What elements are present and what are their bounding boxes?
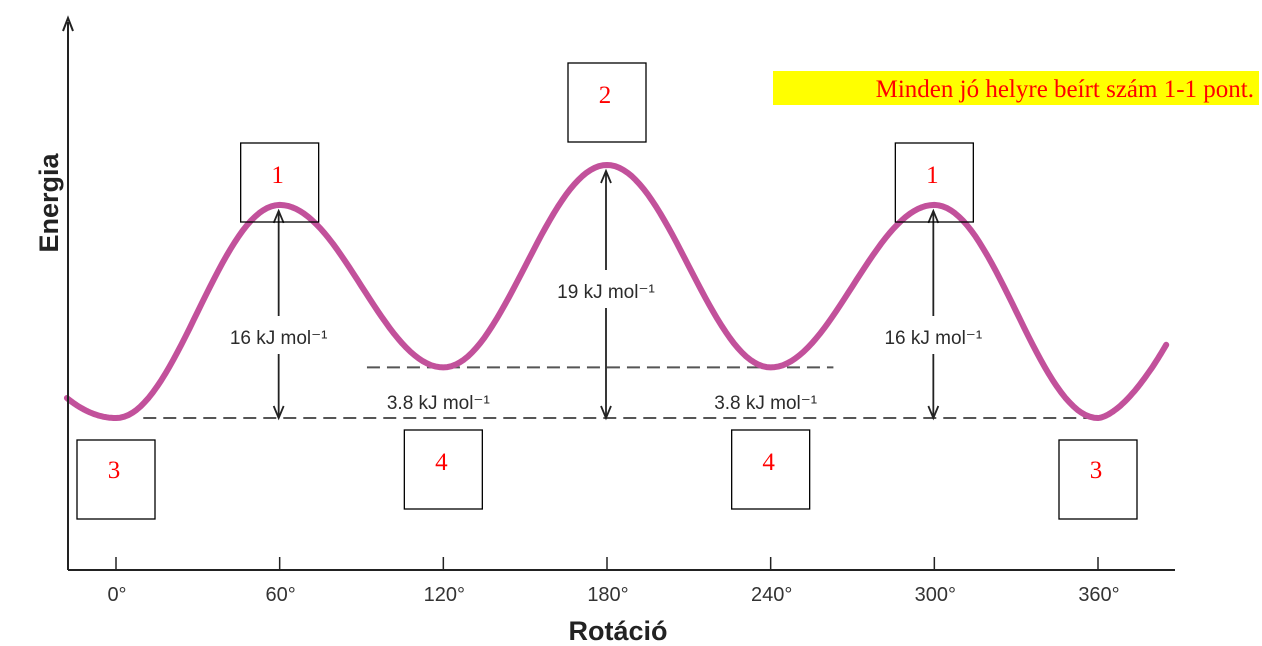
arrow-head-up [927,208,940,224]
answer-box-number: 2 [599,82,612,109]
energy-curve [63,162,1170,421]
x-tick-label: 60° [266,584,296,606]
energy-barrier-label: 19 kJ mol⁻¹ [557,282,655,303]
x-tick-label: 180° [587,584,628,606]
scoring-note: Minden jó helyre beírt szám 1-1 pont. [876,76,1254,103]
arrow-head-up [272,208,285,224]
arrow-head-up [600,168,612,184]
arrow-head-down [927,405,940,421]
note-highlight [773,71,1259,105]
answer-box [76,439,156,520]
x-ticks: 0° 60° 120° 180° 240° 300° 360° [107,557,1120,606]
answer-box [403,429,483,510]
energy-curve-group [63,162,1170,421]
energy-barrier-label: 16 kJ mol⁻¹ [230,328,328,349]
y-axis-title: Energia [34,153,64,253]
answer-box [731,429,811,510]
gauche-energy-label: 3.8 kJ mol⁻¹ [714,393,817,414]
x-tick-label: 0° [107,584,126,606]
answer-box-number: 1 [926,162,939,189]
answer-box-number: 3 [108,457,121,484]
axes [62,15,1175,571]
arrow-head-down [272,405,285,421]
x-tick-label: 360° [1078,584,1119,606]
answer-box-number: 4 [762,449,775,476]
gauche-energy-label: 3.8 kJ mol⁻¹ [387,393,490,414]
energy-labels: 16 kJ mol⁻¹ 19 kJ mol⁻¹ 16 kJ mol⁻¹ 3.8 kJ … [230,282,982,414]
answer-box [567,62,647,143]
energy-barrier-label: 16 kJ mol⁻¹ [884,328,982,349]
x-tick-label: 240° [751,584,792,606]
answer-box-number: 3 [1090,457,1103,484]
answer-box-number: 1 [271,162,284,189]
y-axis-arrowhead [62,15,74,32]
answer-box-number: 4 [435,449,448,476]
x-tick-label: 120° [424,584,465,606]
x-tick-label: 300° [915,584,956,606]
answer-box [240,142,320,223]
energy-arrows [272,168,940,421]
x-axis-title: Rotáció [568,616,667,646]
arrow-head-down [600,405,612,421]
answer-boxes: 3 1 4 2 4 1 3 [76,62,1138,520]
answer-box [1058,439,1138,520]
reference-lines [143,366,1098,419]
answer-box [894,142,974,223]
